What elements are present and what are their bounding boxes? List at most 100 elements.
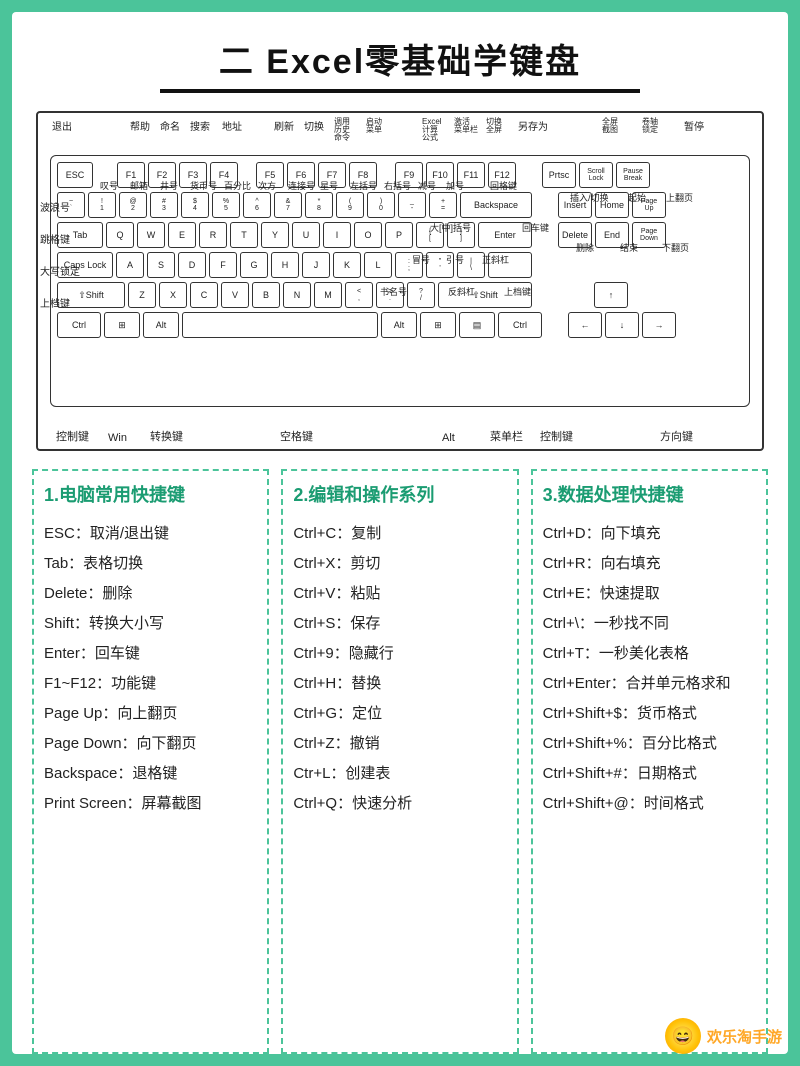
key: )0: [367, 192, 395, 218]
shortcut-item: Tab：表格切换: [44, 549, 257, 579]
mid-label: 右括号: [384, 179, 411, 192]
brand-logo: 😄 欢乐淘手游: [665, 1018, 782, 1054]
top-label: 启动菜单: [366, 118, 382, 134]
mid-label: 冒号: [412, 253, 430, 266]
mid-label: 连接号: [288, 179, 315, 192]
shortcut-item: Ctrl+G：定位: [293, 699, 506, 729]
page-title: 二 Excel零基础学键盘: [12, 34, 788, 83]
key: ScrollLock: [579, 162, 613, 188]
shortcut-item: Print Screen：屏幕截图: [44, 789, 257, 819]
mid-label: 邮箱: [130, 179, 148, 192]
shortcut-item: Ctrl+Z：撤销: [293, 729, 506, 759]
column-title: 2.编辑和操作系列: [293, 481, 506, 507]
keyboard-top-labels: 退出帮助命名搜索地址刷新切换调用历史命令启动菜单Excel计算公式激活菜单栏切换…: [50, 116, 750, 154]
top-label: 激活菜单栏: [454, 118, 478, 134]
key: L: [364, 252, 392, 278]
key: (9: [336, 192, 364, 218]
nav-label: 上翻页: [666, 191, 693, 204]
nav-label: 结束: [620, 241, 638, 254]
shortcut-item: Ctrl+Enter：合并单元格求和: [543, 669, 756, 699]
shortcut-item: Ctrl+Q：快速分析: [293, 789, 506, 819]
mid-label: 回格键: [490, 179, 517, 192]
column-title: 3.数据处理快捷键: [543, 481, 756, 507]
key: <,: [345, 282, 373, 308]
key: Alt: [381, 312, 417, 338]
key: C: [190, 282, 218, 308]
shortcut-item: Backspace：退格键: [44, 759, 257, 789]
key: S: [147, 252, 175, 278]
key: Ctrl: [498, 312, 542, 338]
mid-label: 书名号: [380, 285, 407, 298]
key: D: [178, 252, 206, 278]
key: T: [230, 222, 258, 248]
shortcut-columns: 1.电脑常用快捷键ESC：取消/退出键Tab：表格切换Delete：删除Shif…: [32, 469, 768, 1054]
key: I: [323, 222, 351, 248]
key: X: [159, 282, 187, 308]
key: ↓: [605, 312, 639, 338]
key: Y: [261, 222, 289, 248]
mid-label: 反斜杠: [448, 285, 475, 298]
key: @2: [119, 192, 147, 218]
key: Backspace: [460, 192, 532, 218]
mid-label: 上档键: [504, 285, 531, 298]
key: %5: [212, 192, 240, 218]
shortcut-item: Enter：回车键: [44, 639, 257, 669]
keyboard-bottom-labels: 控制键Win转换键空格键Alt菜单栏控制键方向键: [50, 412, 750, 446]
key: Z: [128, 282, 156, 308]
shortcut-item: Ctrl+C：复制: [293, 519, 506, 549]
key: N: [283, 282, 311, 308]
key: E: [168, 222, 196, 248]
bottom-label: 控制键: [540, 428, 573, 444]
top-label: 地址: [222, 118, 242, 133]
bottom-label: 空格键: [280, 428, 313, 444]
bottom-label: 控制键: [56, 428, 89, 444]
key: F: [209, 252, 237, 278]
key: ESC: [57, 162, 93, 188]
keyboard-row: Caps LockASDFGHJKL:;"'|\: [57, 252, 743, 278]
top-label: 暂停: [684, 118, 704, 133]
key: V: [221, 282, 249, 308]
shortcut-item: F1~F12：功能键: [44, 669, 257, 699]
logo-icon: 😄: [665, 1018, 701, 1054]
key: H: [271, 252, 299, 278]
shortcut-item: Ctrl+E：快速提取: [543, 579, 756, 609]
key: &7: [274, 192, 302, 218]
key: ^6: [243, 192, 271, 218]
key: +=: [429, 192, 457, 218]
mid-label: 加号: [446, 179, 464, 192]
key: [182, 312, 378, 338]
shortcut-item: Page Down：向下翻页: [44, 729, 257, 759]
bottom-label: 转换键: [150, 428, 183, 444]
key: P: [385, 222, 413, 248]
key: M: [314, 282, 342, 308]
key: Q: [106, 222, 134, 248]
bottom-label: Alt: [442, 432, 455, 444]
key: G: [240, 252, 268, 278]
mid-label: 次方: [258, 179, 276, 192]
shortcut-item: Ctrl+S：保存: [293, 609, 506, 639]
top-label: 卷轴锁定: [642, 118, 658, 134]
bottom-label: 菜单栏: [490, 428, 523, 444]
key: ⊞: [104, 312, 140, 338]
shortcut-item: Ctrl+H：替换: [293, 669, 506, 699]
key: _-: [398, 192, 426, 218]
key: ⊞: [420, 312, 456, 338]
shortcut-item: Ctrl+R：向右填充: [543, 549, 756, 579]
row-label: 跳格键: [40, 231, 70, 246]
shortcut-item: Ctrl+Shift+%：百分比格式: [543, 729, 756, 759]
key: *8: [305, 192, 333, 218]
shortcut-item: Shift：转换大小写: [44, 609, 257, 639]
top-label: 另存为: [518, 118, 548, 133]
shortcut-item: Ctrl+Shift+$：货币格式: [543, 699, 756, 729]
shortcut-item: Ctr+L：创建表: [293, 759, 506, 789]
nav-label: 起始: [628, 191, 646, 204]
mid-label: 百分比: [224, 179, 251, 192]
bottom-label: Win: [108, 432, 127, 444]
top-label: 切换: [304, 118, 324, 133]
mid-label: 正斜杠: [482, 253, 509, 266]
keyboard-diagram: 退出帮助命名搜索地址刷新切换调用历史命令启动菜单Excel计算公式激活菜单栏切换…: [36, 111, 764, 451]
shortcut-item: Ctrl+V：粘贴: [293, 579, 506, 609]
key: →: [642, 312, 676, 338]
nav-label: 下翻页: [662, 241, 689, 254]
mid-label: 井号: [160, 179, 178, 192]
